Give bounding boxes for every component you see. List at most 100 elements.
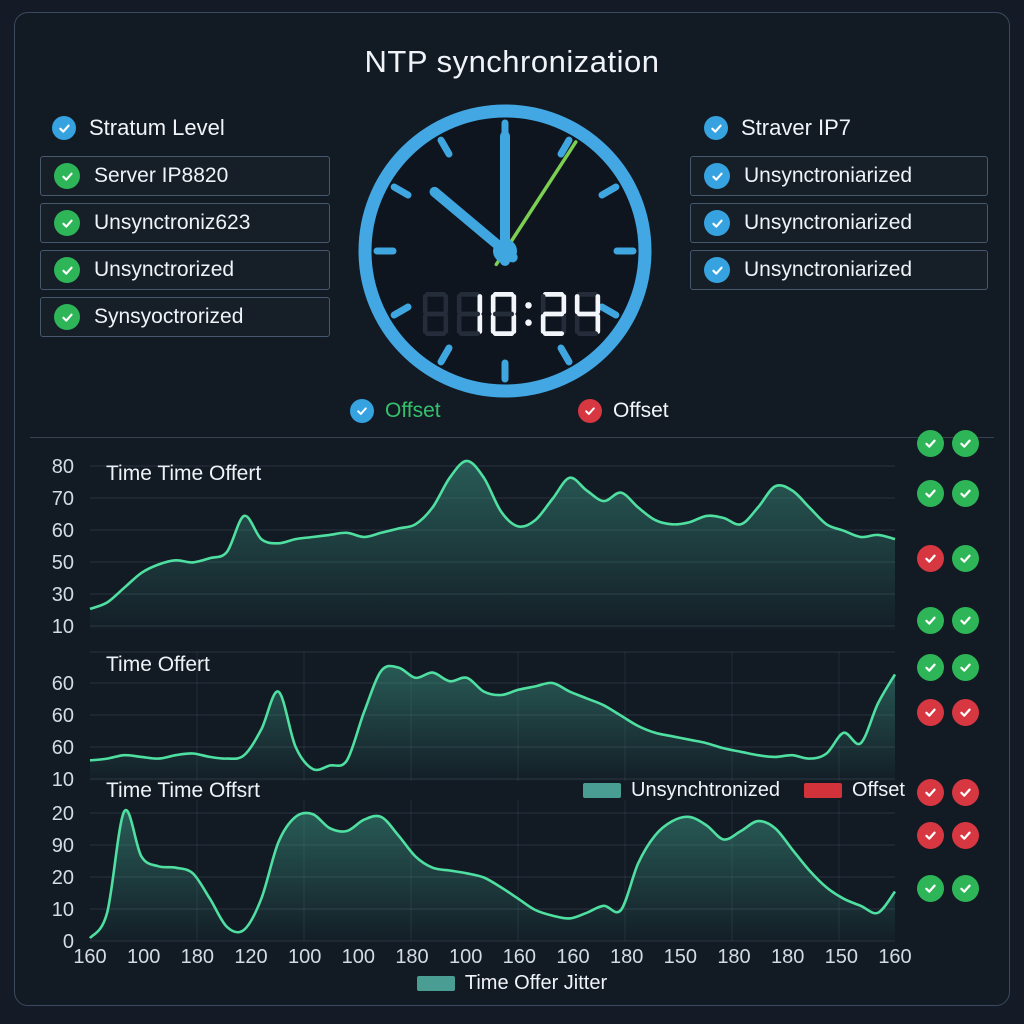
y-tick-label: 10 [52, 769, 74, 791]
status-box-label: Unsynctrorized [94, 258, 235, 281]
status-ok-icon [952, 654, 979, 681]
bottom-legend-label[interactable]: Time Offer Jitter [464, 972, 608, 994]
x-tick-label: 100 [342, 946, 375, 968]
chart3-title: Time Time Offsrt [106, 779, 261, 802]
status-ok-icon [917, 480, 944, 507]
green-check-icon [54, 304, 80, 330]
y-tick-label: 10 [52, 616, 74, 638]
mid-legend-unsynchtronized-label[interactable]: Unsynchtronized [631, 779, 780, 801]
chart-line [88, 808, 897, 940]
y-tick-label: 80 [52, 456, 74, 478]
x-tick-label: 180 [717, 946, 750, 968]
chart-area [90, 810, 895, 941]
x-tick-label: 160 [878, 946, 911, 968]
y-tick-label: 10 [52, 899, 74, 921]
x-tick-label: 180 [771, 946, 804, 968]
status-box[interactable]: Unsynctroniarized [690, 156, 988, 196]
status-box[interactable]: Unsynctrorized [40, 250, 330, 290]
chart2-title: Time Offert [106, 653, 210, 676]
status-ok-icon [917, 875, 944, 902]
chart-2: 60 60 60 10 [52, 651, 897, 791]
unsynchtronized-swatch [583, 783, 622, 798]
section-divider [30, 437, 994, 438]
blue-check-icon [52, 116, 76, 140]
status-box-label: Synsyoctrorized [94, 305, 244, 328]
status-box[interactable]: Synsyoctrorized [40, 297, 330, 337]
green-check-icon [54, 163, 80, 189]
status-ok-icon [952, 545, 979, 572]
status-box-label: Unsynctroniarized [744, 164, 913, 187]
blue-check-icon [704, 257, 730, 283]
status-fail-icon [917, 699, 944, 726]
status-ok-icon [952, 480, 979, 507]
y-tick-label: 60 [52, 737, 74, 759]
y-tick-label: 90 [52, 835, 74, 857]
mid-legend: Unsynchtronized Offset [560, 779, 905, 802]
status-fail-icon [952, 699, 979, 726]
status-fail-icon [917, 779, 944, 806]
digital-clock [420, 285, 603, 343]
y-tick-label: 20 [52, 803, 74, 825]
x-tick-label: 150 [664, 946, 697, 968]
status-box-label: Unsynctroniarized [744, 258, 913, 281]
mid-legend-offset-label[interactable]: Offset [852, 779, 905, 801]
server-ip-label: Straver IP7 [741, 115, 852, 140]
x-tick-label: 180 [610, 946, 643, 968]
status-fail-icon [917, 545, 944, 572]
chart-line [89, 664, 897, 772]
x-tick-label: 100 [288, 946, 321, 968]
status-box[interactable]: Unsynctroniarized [690, 203, 988, 243]
x-tick-label: 180 [181, 946, 214, 968]
stratum-level-header: Stratum Level [52, 115, 225, 141]
chart-line [89, 459, 896, 611]
status-fail-icon [952, 779, 979, 806]
y-tick-label: 70 [52, 488, 74, 510]
bottom-legend: Time Offer Jitter [0, 972, 1024, 995]
status-ok-icon [917, 430, 944, 457]
chart1-title: Time Time Offert [106, 462, 262, 485]
status-box[interactable]: Unsynctroniarized [690, 250, 988, 290]
status-box-label: Unsynctroniarized [744, 211, 913, 234]
x-tick-label: 160 [73, 946, 106, 968]
status-ok-icon [917, 607, 944, 634]
page-title: NTP synchronization [364, 44, 660, 79]
status-box-label: Server IP8820 [94, 164, 229, 187]
status-fail-icon [917, 822, 944, 849]
status-ok-icon [952, 607, 979, 634]
time-offer-jitter-swatch [416, 976, 455, 991]
legend-offset-blue[interactable]: Offset [350, 399, 441, 423]
status-fail-icon [952, 822, 979, 849]
stratum-level-label: Stratum Level [89, 115, 225, 140]
status-box[interactable]: Server IP8820 [40, 156, 330, 196]
legend-offset-red-label: Offset [613, 399, 669, 422]
clock-center-cap [493, 239, 517, 263]
status-ok-icon [952, 875, 979, 902]
offset-swatch [804, 783, 842, 798]
legend-offset-blue-label: Offset [385, 399, 441, 422]
chart-1: 80 70 60 50 30 10 [52, 456, 896, 638]
x-tick-label: 160 [556, 946, 589, 968]
x-tick-label: 180 [395, 946, 428, 968]
x-tick-label: 100 [127, 946, 160, 968]
blue-check-icon [704, 163, 730, 189]
red-check-icon [578, 399, 602, 423]
x-tick-label: 160 [503, 946, 536, 968]
blue-check-icon [704, 210, 730, 236]
legend-offset-red[interactable]: Offset [578, 399, 669, 423]
status-ok-icon [917, 654, 944, 681]
green-check-icon [54, 210, 80, 236]
status-box[interactable]: Unsynctroniz623 [40, 203, 330, 243]
clock-ticks [373, 119, 637, 383]
blue-check-icon [350, 399, 374, 423]
status-ok-icon [952, 430, 979, 457]
y-tick-label: 30 [52, 584, 74, 606]
chart-area [90, 460, 895, 630]
x-tick-label: 100 [449, 946, 482, 968]
green-check-icon [54, 257, 80, 283]
status-box-label: Unsynctroniz623 [94, 211, 251, 234]
y-tick-label: 50 [52, 552, 74, 574]
y-tick-label: 0 [63, 931, 74, 953]
